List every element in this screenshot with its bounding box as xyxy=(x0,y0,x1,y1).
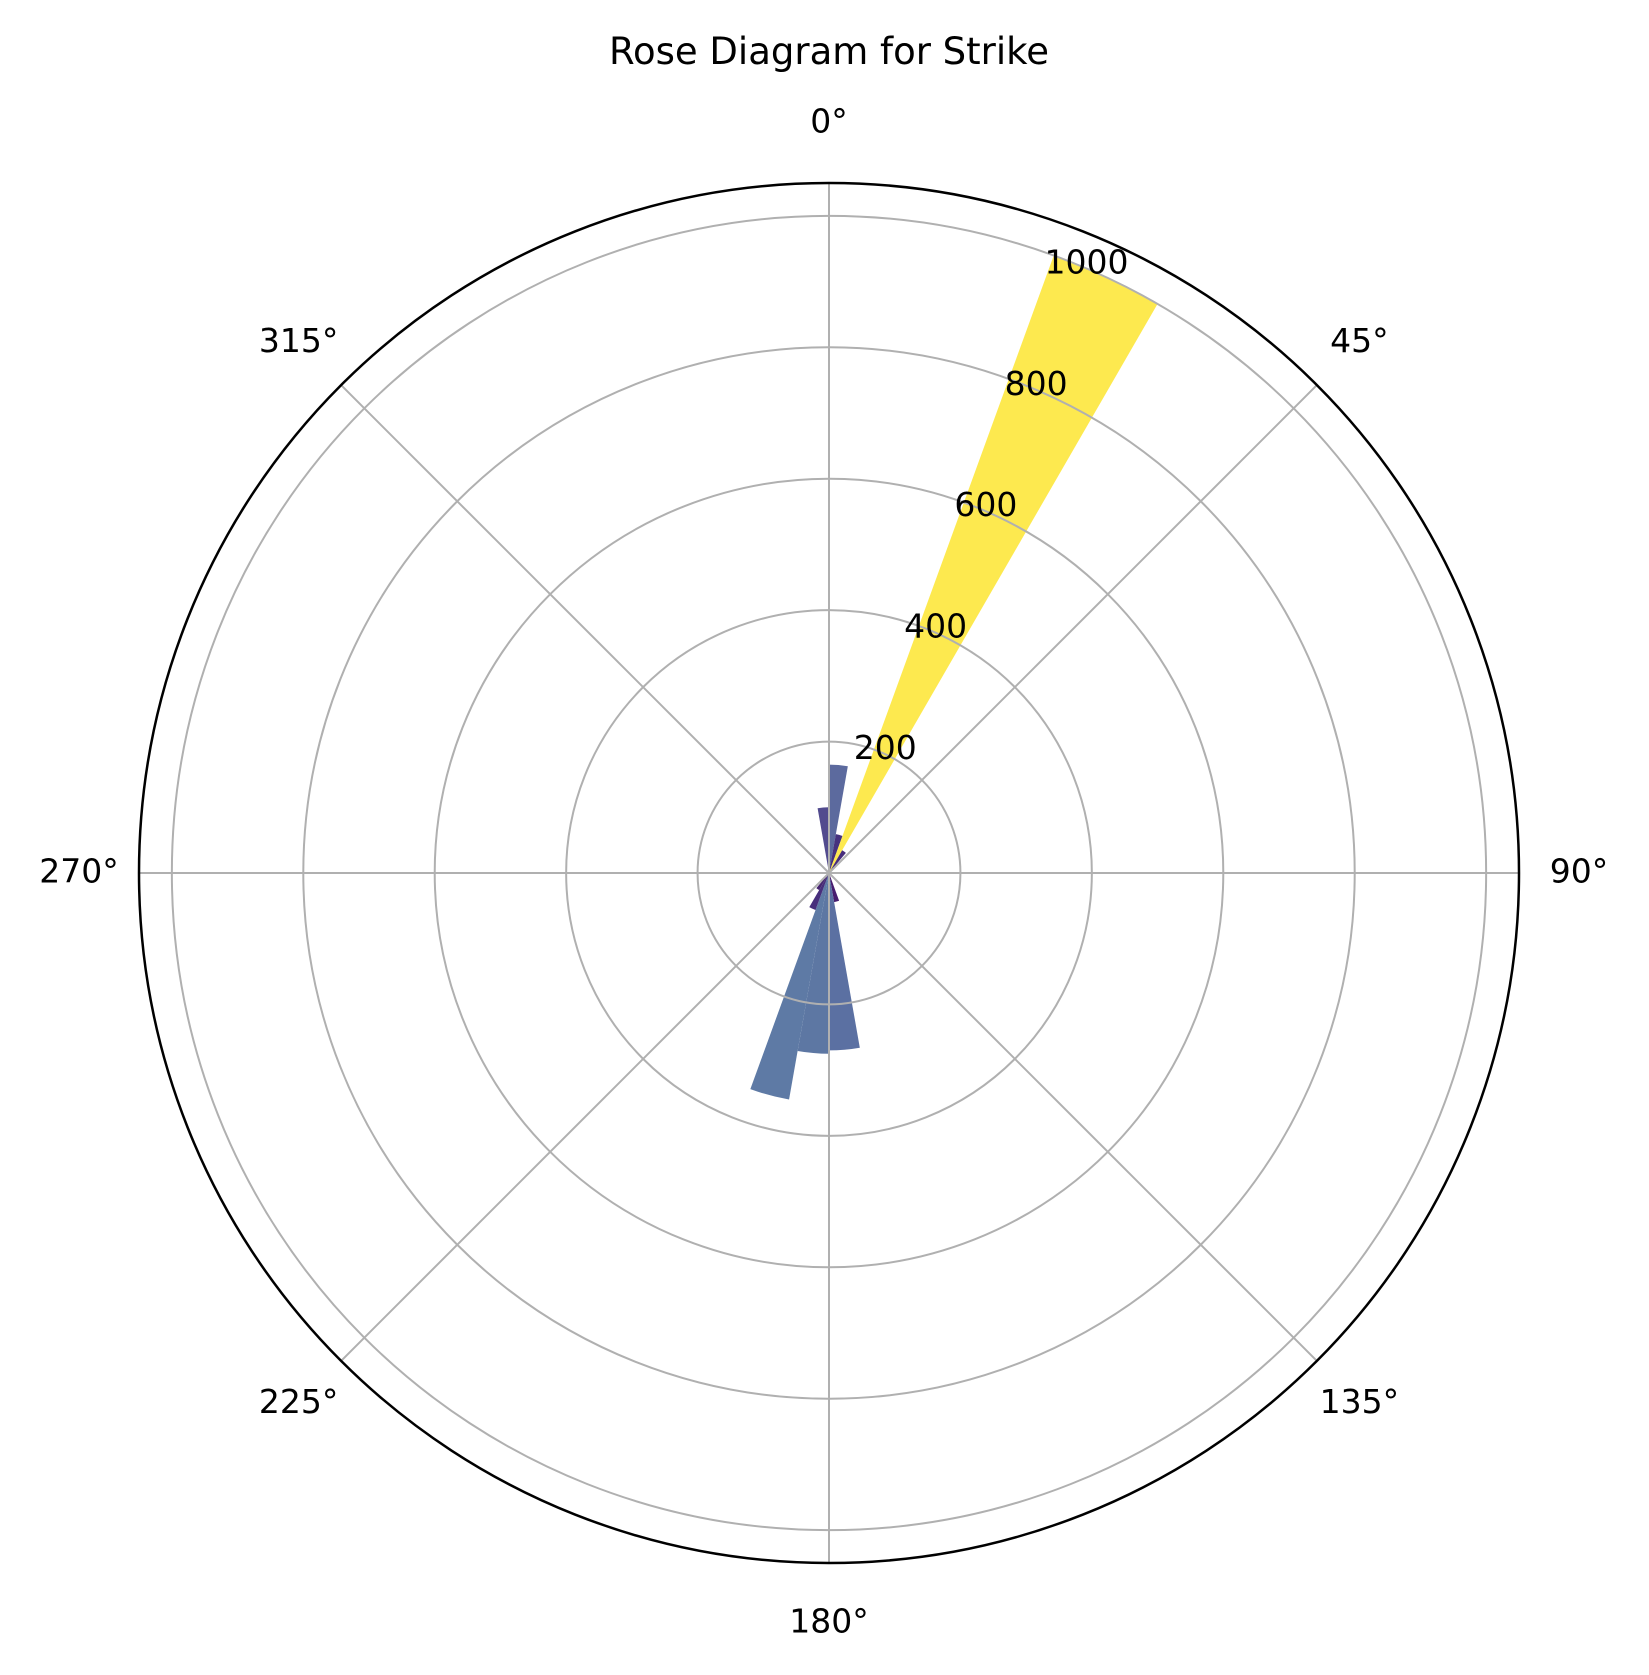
chart-title: Rose Diagram for Strike xyxy=(609,30,1049,73)
theta-tick-label-180: 180° xyxy=(789,1602,869,1641)
theta-tick-label-270: 270° xyxy=(39,852,119,891)
bar-10-20 xyxy=(829,834,843,873)
r-tick-label-800: 800 xyxy=(1005,364,1068,403)
theta-tick-label-0: 0° xyxy=(810,102,848,141)
bar-170-180 xyxy=(829,873,860,1051)
radial-tick-labels: 200 400 600 800 1000 xyxy=(854,242,1129,767)
r-tick-label-400: 400 xyxy=(904,607,967,646)
r-tick-label-1000: 1000 xyxy=(1044,242,1128,281)
theta-tick-label-45: 45° xyxy=(1330,321,1389,360)
bar-0-10 xyxy=(829,764,848,873)
grid-layer xyxy=(139,183,1519,1563)
bar-200-210 xyxy=(809,873,829,911)
bars-layer xyxy=(750,255,1158,1100)
theta-grid-line-135 xyxy=(828,872,1318,1362)
theta-grid-line-225 xyxy=(340,872,830,1362)
theta-tick-label-135: 135° xyxy=(1320,1382,1400,1421)
angle-tick-labels: 0° 45° 90° 135° 180° 225° 270° 315° xyxy=(39,102,1608,1641)
bar-20-30 xyxy=(829,255,1158,874)
theta-tick-label-90: 90° xyxy=(1550,852,1609,891)
theta-grid-line-315 xyxy=(340,384,830,874)
polar-frame xyxy=(137,181,1521,1565)
theta-tick-label-315: 315° xyxy=(259,321,339,360)
bar-160-170 xyxy=(829,873,840,903)
bar-180-190 xyxy=(797,873,829,1054)
bar-190-200 xyxy=(750,873,829,1100)
r-tick-label-200: 200 xyxy=(854,728,917,767)
bar-30-40 xyxy=(829,850,846,873)
theta-tick-label-225: 225° xyxy=(259,1382,339,1421)
theta-grid-line-45 xyxy=(828,384,1318,874)
r-tick-label-600: 600 xyxy=(954,485,1017,524)
bar-350-360 xyxy=(817,807,829,873)
